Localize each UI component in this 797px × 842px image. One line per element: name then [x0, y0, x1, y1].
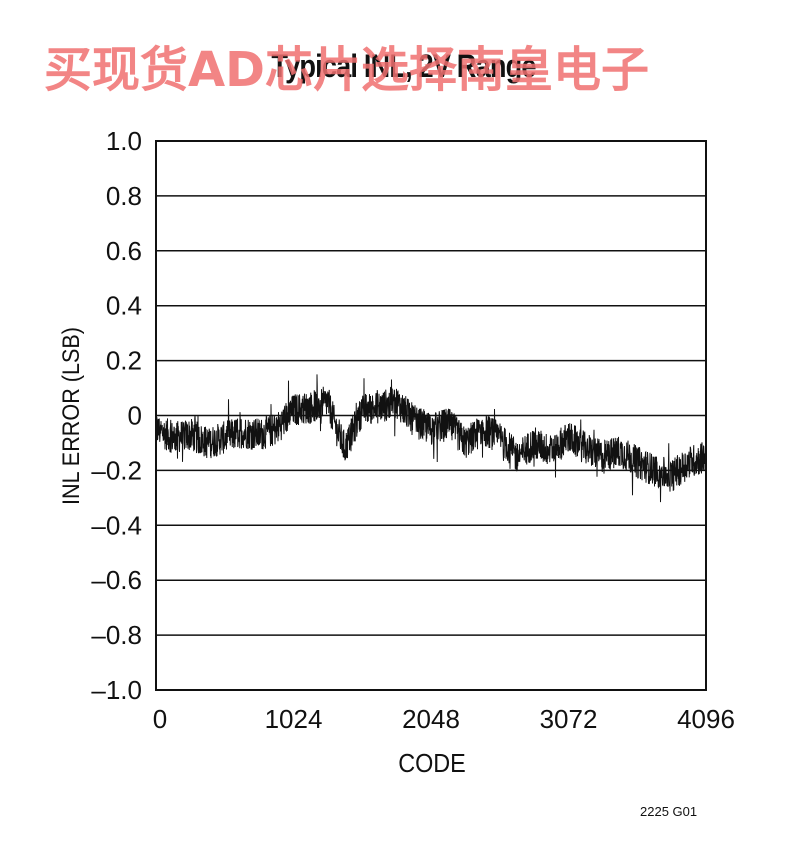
- chart-title: Typical INL, 2V Range: [271, 48, 536, 84]
- y-tick-label: –0.6: [91, 565, 142, 595]
- series-inl-trace: [155, 374, 707, 503]
- y-tick-label: –0.2: [91, 455, 142, 485]
- y-tick-labels: 1.0 0.8 0.6 0.4 0.2 0 –0.2 –0.4 –0.6 –0.8 –1.0: [91, 126, 142, 705]
- y-tick-label: –0.4: [91, 510, 142, 540]
- plot-frame: [155, 140, 707, 691]
- figure-id: 2225 G01: [640, 804, 698, 819]
- x-tick-label: 3072: [540, 704, 598, 734]
- x-tick-label: 0: [153, 704, 167, 734]
- x-tick-label: 4096: [677, 704, 735, 734]
- y-tick-label: –1.0: [91, 675, 142, 705]
- y-tick-label: 0.8: [106, 181, 142, 211]
- y-tick-label: 0.2: [106, 346, 142, 376]
- x-axis-label: CODE: [398, 750, 466, 778]
- y-tick-label: –0.8: [91, 620, 142, 650]
- y-tick-label: 0.6: [106, 236, 142, 266]
- y-tick-label: 0.4: [106, 291, 142, 321]
- x-tick-labels: 0 1024 2048 3072 4096: [153, 704, 735, 734]
- watermark-text: 买现货AD芯片选择南皇电子: [44, 42, 649, 98]
- grid-lines: [156, 140, 706, 691]
- x-tick-label: 2048: [402, 704, 460, 734]
- x-tick-label: 1024: [265, 704, 323, 734]
- y-tick-label: 0: [128, 401, 142, 431]
- y-tick-label: 1.0: [106, 126, 142, 156]
- y-axis-label: INL ERROR (LSB): [57, 327, 84, 505]
